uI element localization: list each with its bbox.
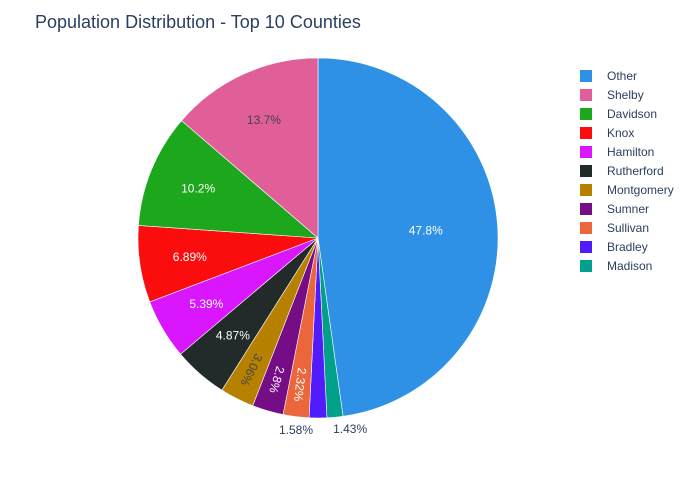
pie-slice-other[interactable] — [317, 57, 499, 417]
legend-swatch — [580, 240, 592, 253]
legend-item-hamilton[interactable]: Hamilton — [580, 142, 674, 161]
legend-label: Montgomery — [607, 182, 674, 197]
pie-label-hamilton: 5.39% — [189, 297, 223, 311]
legend-swatch — [580, 107, 592, 120]
legend-swatch — [580, 221, 592, 234]
legend-swatch — [580, 164, 592, 177]
legend-item-montgomery[interactable]: Montgomery — [580, 180, 674, 199]
pie-slices — [137, 57, 499, 419]
legend-label: Knox — [607, 125, 635, 140]
pie-label-rutherford: 4.87% — [216, 329, 250, 343]
pie-label-other: 47.8% — [409, 223, 443, 237]
legend-swatch — [580, 259, 592, 272]
legend-label: Shelby — [607, 87, 644, 102]
legend-item-other[interactable]: Other — [580, 66, 674, 85]
legend-swatch — [580, 126, 592, 139]
pie-label-shelby: 13.7% — [247, 113, 281, 127]
pie-labels: 47.8%1.43%1.58%2.32%2.8%3.06%4.87%5.39%6… — [173, 113, 443, 437]
legend-label: Sullivan — [607, 220, 650, 235]
legend-item-shelby[interactable]: Shelby — [580, 85, 674, 104]
pie-label-sullivan: 2.32% — [291, 367, 309, 403]
legend-item-davidson[interactable]: Davidson — [580, 104, 674, 123]
legend-label: Bradley — [607, 239, 648, 254]
pie-label-knox: 6.89% — [173, 250, 207, 264]
legend-swatch — [580, 202, 592, 215]
pie-slice-davidson[interactable] — [138, 120, 319, 239]
legend-item-madison[interactable]: Madison — [580, 256, 674, 275]
legend-label: Madison — [607, 258, 653, 273]
legend-label: Other — [607, 68, 638, 83]
legend-swatch — [580, 88, 592, 101]
legend-label: Sumner — [607, 201, 650, 216]
pie-slice-shelby[interactable] — [181, 57, 319, 239]
legend-item-sullivan[interactable]: Sullivan — [580, 218, 674, 237]
legend-swatch — [580, 69, 592, 82]
legend-label: Rutherford — [607, 163, 664, 178]
legend: Other Shelby Davidson Knox Hamilton Rutherfor… — [580, 66, 674, 275]
legend-item-rutherford[interactable]: Rutherford — [580, 161, 674, 180]
legend-item-knox[interactable]: Knox — [580, 123, 674, 142]
pie-label-bradley: 1.58% — [279, 423, 313, 437]
legend-item-sumner[interactable]: Sumner — [580, 199, 674, 218]
legend-swatch — [580, 145, 592, 158]
pie-label-davidson: 10.2% — [181, 182, 215, 196]
legend-item-bradley[interactable]: Bradley — [580, 237, 674, 256]
legend-swatch — [580, 183, 592, 196]
legend-label: Davidson — [607, 106, 658, 121]
pie-label-madison: 1.43% — [333, 422, 367, 436]
legend-label: Hamilton — [607, 144, 655, 159]
chart-title: Population Distribution - Top 10 Countie… — [35, 12, 361, 32]
